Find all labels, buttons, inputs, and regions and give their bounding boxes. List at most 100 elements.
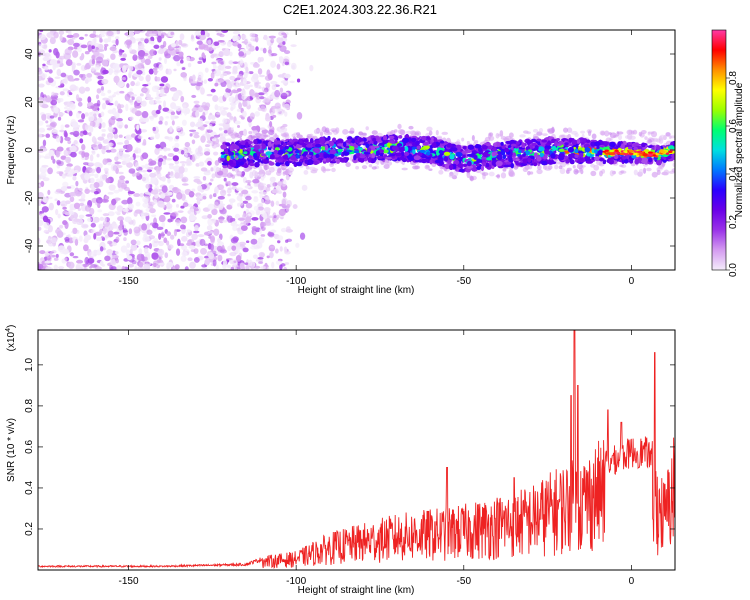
heatmap-noise-cell (100, 111, 105, 117)
heatmap-ridge-cell (240, 144, 245, 149)
heatmap-ridge-cell (485, 162, 490, 168)
heatmap-noise-cell (57, 245, 66, 252)
heatmap-noise-cell (284, 262, 290, 265)
heatmap-noise-cell (164, 53, 171, 59)
heatmap-noise-cell (39, 99, 45, 108)
heatmap-noise-cell (118, 224, 123, 231)
heatmap-noise-cell (102, 158, 108, 165)
heatmap-noise-cell (211, 115, 216, 121)
heatmap-noise-cell (124, 139, 130, 145)
heatmap-noise-cell (119, 175, 126, 180)
heatmap-noise-cell (215, 167, 220, 173)
heatmap-noise-cell (248, 43, 252, 47)
heatmap-noise-cell (129, 116, 134, 121)
heatmap-noise-cell (84, 124, 89, 130)
heatmap-noise-cell (125, 39, 132, 46)
heatmap-noise-cell (160, 203, 166, 209)
heatmap-noise-cell (220, 109, 228, 116)
heatmap-noise-cell (186, 229, 191, 233)
heatmap-ridge-cell (305, 143, 313, 148)
heatmap-noise-cell (212, 193, 217, 198)
heatmap-noise-cell (116, 205, 124, 212)
heatmap-noise-cell (66, 163, 73, 167)
heatmap-ridge-cell (564, 142, 569, 146)
heatmap-ridge-cell (449, 153, 455, 160)
heatmap-ridge-cell (385, 156, 392, 160)
heatmap-noise-cell (226, 204, 233, 210)
heatmap-noise-cell (157, 35, 162, 43)
heatmap-noise-cell (75, 94, 80, 101)
heatmap-noise-cell (92, 43, 100, 47)
heatmap-noise-cell (113, 231, 120, 235)
heatmap-halo-cell (572, 165, 576, 169)
heatmap-noise-cell (269, 251, 274, 259)
heatmap-noise-cell (213, 69, 222, 77)
heatmap-noise-cell (146, 223, 151, 229)
heatmap-noise-cell (73, 139, 78, 145)
heatmap-noise-cell (270, 80, 278, 85)
heatmap-noise-cell (266, 255, 270, 259)
heatmap-noise-cell (200, 30, 206, 37)
heatmap-ridge-cell (360, 158, 364, 163)
heatmap-noise-cell (109, 148, 117, 153)
heatmap-noise-cell (44, 66, 49, 71)
heatmap-ridge-cell (537, 146, 545, 152)
heatmap-halo-cell (620, 170, 625, 174)
heatmap-noise-cell (181, 119, 187, 126)
heatmap-noise-cell (179, 59, 184, 64)
heatmap-noise-cell (252, 73, 259, 80)
heatmap-noise-cell (193, 256, 200, 263)
heatmap-noise-cell (175, 219, 180, 223)
heatmap-halo-cell (424, 164, 430, 170)
heatmap-halo-cell (276, 170, 282, 177)
heatmap-noise-cell (151, 214, 157, 217)
heatmap-noise-cell (208, 231, 214, 234)
heatmap-halo-cell (526, 131, 531, 135)
heatmap-noise-cell (204, 258, 210, 266)
heatmap-noise-cell (75, 180, 79, 187)
heatmap-noise-cell (212, 95, 219, 103)
heatmap-noise-cell (200, 135, 206, 143)
heatmap-noise-cell (243, 72, 248, 79)
heatmap-noise-cell (81, 113, 86, 120)
heatmap-halo-cell (461, 137, 465, 142)
heatmap-noise-cell (87, 96, 92, 104)
heatmap-noise-cell (153, 69, 158, 76)
heatmap-noise-cell (39, 172, 47, 179)
heatmap-noise-cell (149, 160, 157, 166)
heatmap-noise-cell (64, 257, 68, 261)
heatmap-noise-cell (196, 181, 203, 185)
heatmap-noise-cell (93, 216, 100, 223)
heatmap-noise-cell (83, 162, 90, 166)
heatmap-noise-cell (55, 208, 59, 216)
heatmap-ridge-cell (395, 152, 402, 157)
heatmap-noise-cell (71, 63, 76, 69)
heatmap-noise-cell (113, 75, 120, 84)
heatmap-noise-cell (162, 161, 167, 165)
heatmap-halo-cell (469, 175, 475, 182)
heatmap-noise-cell (233, 260, 237, 263)
heatmap-noise-cell (69, 185, 76, 190)
heatmap-noise-cell (38, 216, 41, 225)
heatmap-halo-cell (661, 162, 665, 168)
heatmap-halo-cell (296, 132, 301, 136)
heatmap-noise-cell (99, 246, 104, 252)
heatmap-noise-cell (193, 151, 201, 159)
heatmap-noise-cell (249, 32, 256, 38)
heatmap-noise-cell (91, 229, 96, 234)
heatmap-noise-cell (220, 73, 224, 79)
heatmap-noise-cell (163, 212, 171, 215)
heatmap-halo-cell (268, 166, 275, 173)
heatmap-noise-cell (282, 191, 287, 198)
heatmap-noise-cell (193, 176, 201, 179)
heatmap-halo-cell (646, 140, 650, 144)
heatmap-noise-cell (202, 193, 207, 197)
heatmap-noise-cell (69, 203, 74, 211)
heatmap-halo-cell (257, 171, 264, 175)
heatmap-noise-cell (213, 228, 220, 236)
heatmap-noise-cell (157, 30, 162, 37)
heatmap-ridge-cell (522, 158, 528, 164)
heatmap-noise-cell (88, 114, 95, 122)
heatmap-halo-cell (630, 130, 635, 135)
